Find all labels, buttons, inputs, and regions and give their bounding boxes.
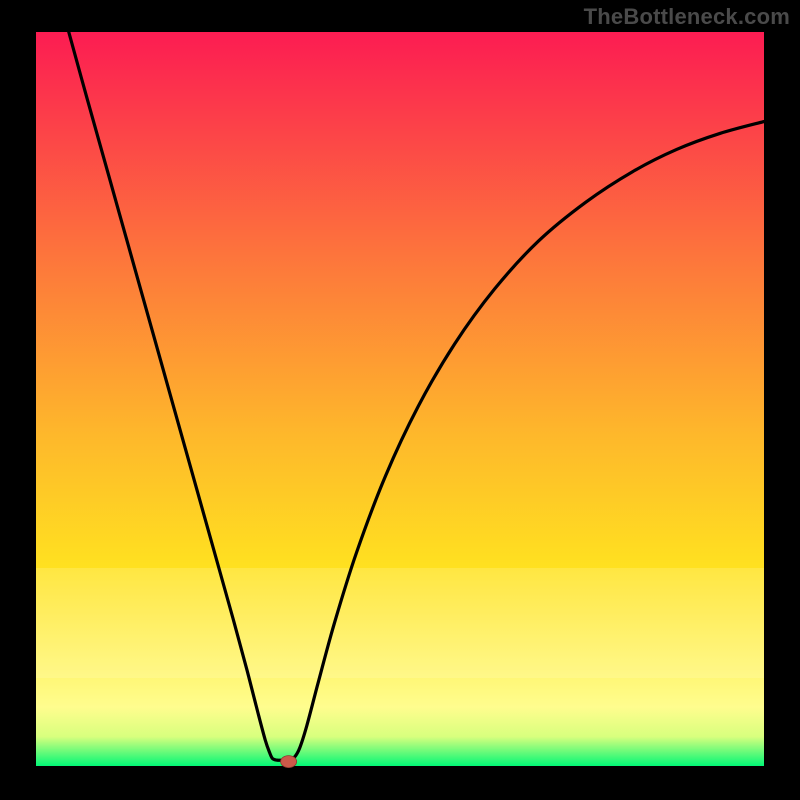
bottleneck-curve — [69, 32, 764, 760]
chart-frame: TheBottleneck.com — [0, 0, 800, 800]
plot-area — [36, 32, 764, 766]
optimum-marker — [281, 756, 297, 768]
watermark-text: TheBottleneck.com — [584, 4, 790, 30]
chart-svg — [36, 32, 764, 766]
